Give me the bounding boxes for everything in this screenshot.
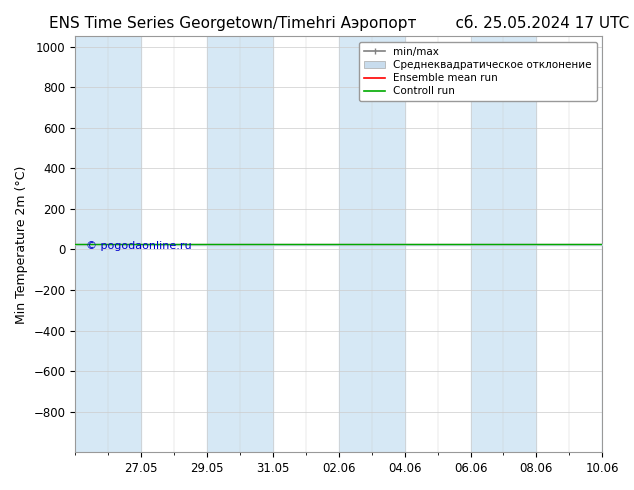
Bar <box>470 36 536 452</box>
Legend: min/max, Среднеквадратическое отклонение, Ensemble mean run, Controll run: min/max, Среднеквадратическое отклонение… <box>359 42 597 101</box>
Text: © pogodaonline.ru: © pogodaonline.ru <box>86 242 191 251</box>
Bar <box>75 36 141 452</box>
Bar <box>602 36 634 452</box>
Bar <box>339 36 404 452</box>
Bar <box>207 36 273 452</box>
Y-axis label: Min Temperature 2m (°C): Min Temperature 2m (°C) <box>15 165 28 323</box>
Title: ENS Time Series Georgetown/Timehri Аэропорт        сб. 25.05.2024 17 UTC: ENS Time Series Georgetown/Timehri Аэроп… <box>49 15 629 31</box>
